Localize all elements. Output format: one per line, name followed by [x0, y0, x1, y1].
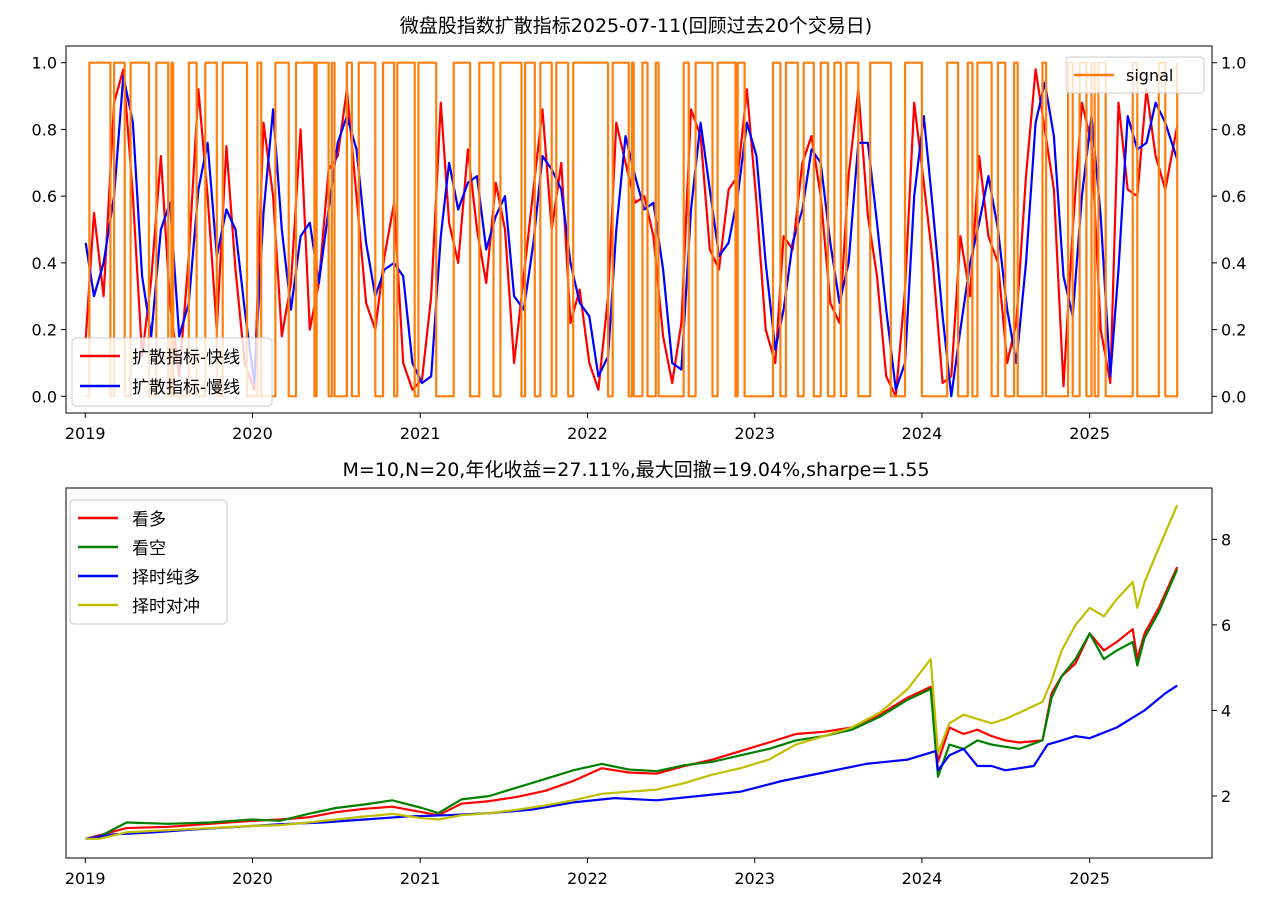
legend-label-long: 看多 [132, 510, 166, 530]
series-line-signal [85, 61, 1179, 398]
y-tick-label: 1.0 [32, 54, 57, 73]
x-tick-label: 2019 [65, 869, 106, 888]
y-tick-label-right: 2 [1221, 787, 1231, 806]
legend-label-timing-hedge: 择时对冲 [132, 597, 200, 617]
x-tick-label: 2021 [400, 424, 441, 443]
y-tick-label-right: 4 [1221, 701, 1231, 720]
bottom-series-lines [85, 504, 1179, 840]
y-tick-label: 0.0 [32, 387, 57, 406]
top-legend-right-box [1065, 56, 1205, 94]
series-line-long [85, 566, 1179, 840]
y-tick-label-right: 0.0 [1221, 387, 1246, 406]
y-tick-label: 0.2 [32, 321, 57, 340]
top-plot-frame [65, 45, 1213, 414]
y-tick-label: 0.4 [32, 254, 57, 273]
x-tick-label: 2022 [567, 869, 608, 888]
y-tick-label-right: 0.4 [1221, 254, 1246, 273]
bottom-chart-title: M=10,N=20,年化收益=27.11%,最大回撤=19.04%,sharpe… [342, 459, 929, 481]
y-tick-label-right: 1.0 [1221, 54, 1246, 73]
x-tick-label: 2019 [65, 424, 106, 443]
top-legend-left-box [71, 337, 273, 407]
y-tick-label-right: 0.6 [1221, 187, 1246, 206]
x-tick-label: 2023 [734, 869, 775, 888]
top-series-lines [84, 61, 1179, 398]
top-legend-right: signal [1065, 56, 1205, 94]
legend-label-short: 看空 [132, 539, 166, 559]
top-y-axis-right: 0.0 0.2 0.4 0.6 0.8 1.0 [1212, 54, 1246, 406]
series-line-timing-long [85, 684, 1178, 840]
legend-label-timing-long: 择时纯多 [132, 568, 200, 588]
y-tick-label: 0.8 [32, 120, 57, 139]
legend-label-signal: signal [1126, 66, 1173, 85]
series-line-timing-hedge [85, 504, 1179, 840]
y-tick-label: 0.6 [32, 187, 57, 206]
y-tick-label-right: 0.2 [1221, 321, 1246, 340]
x-tick-label: 2024 [902, 869, 943, 888]
bottom-plot-frame [65, 487, 1213, 859]
top-y-axis-left: 0.0 0.2 0.4 0.6 0.8 1.0 [32, 54, 66, 406]
y-tick-label-right: 0.8 [1221, 120, 1246, 139]
x-tick-label: 2022 [567, 424, 608, 443]
x-tick-label: 2020 [232, 424, 273, 443]
series-line-short [85, 568, 1179, 840]
top-chart-title: 微盘股指数扩散指标2025-07-11(回顾过去20个交易日) [400, 15, 872, 37]
x-tick-label: 2020 [232, 869, 273, 888]
x-tick-label: 2021 [400, 869, 441, 888]
series-line-slow [84, 74, 1179, 398]
top-chart: 微盘股指数扩散指标2025-07-11(回顾过去20个交易日) 2019 2020… [32, 15, 1247, 443]
x-tick-label: 2023 [734, 424, 775, 443]
legend-label-fast: 扩散指标-快线 [132, 348, 240, 368]
bottom-y-axis-right: 2 4 6 8 [1212, 530, 1231, 806]
y-tick-label-right: 6 [1221, 616, 1231, 635]
x-tick-label: 2025 [1069, 424, 1110, 443]
legend-label-slow: 扩散指标-慢线 [132, 377, 240, 398]
top-x-axis: 2019 2020 2021 2022 2023 2024 2025 [65, 413, 1110, 443]
top-legend-left: 扩散指标-快线 扩散指标-慢线 [71, 337, 273, 407]
x-tick-label: 2025 [1069, 869, 1110, 888]
bottom-chart: M=10,N=20,年化收益=27.11%,最大回撤=19.04%,sharpe… [65, 459, 1231, 888]
bottom-legend: 看多 看空 择时纯多 择时对冲 [69, 499, 228, 625]
bottom-x-axis: 2019 2020 2021 2022 2023 2024 2025 [65, 858, 1110, 888]
bottom-legend-box [69, 499, 228, 625]
x-tick-label: 2024 [902, 424, 943, 443]
y-tick-label-right: 8 [1221, 530, 1231, 549]
